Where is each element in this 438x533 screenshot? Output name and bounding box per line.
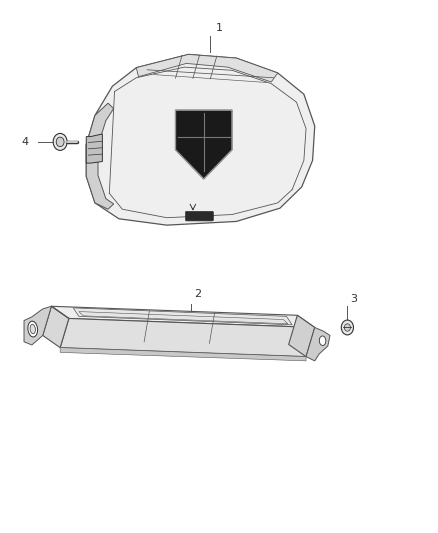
Polygon shape	[176, 110, 232, 179]
Ellipse shape	[28, 321, 38, 337]
Polygon shape	[79, 312, 288, 324]
Circle shape	[344, 324, 350, 331]
Polygon shape	[60, 348, 306, 361]
Text: 1: 1	[215, 23, 223, 33]
Ellipse shape	[319, 336, 326, 345]
Circle shape	[56, 137, 64, 147]
Polygon shape	[60, 318, 315, 357]
Polygon shape	[86, 134, 102, 163]
Polygon shape	[86, 103, 114, 209]
Polygon shape	[289, 316, 315, 357]
Text: 4: 4	[22, 137, 29, 147]
Polygon shape	[86, 54, 315, 225]
Text: 3: 3	[350, 294, 357, 304]
Text: 2: 2	[194, 289, 201, 300]
Polygon shape	[24, 306, 51, 345]
Polygon shape	[73, 308, 292, 325]
Ellipse shape	[30, 325, 35, 334]
Polygon shape	[306, 327, 330, 361]
Polygon shape	[136, 54, 278, 82]
FancyBboxPatch shape	[185, 212, 213, 221]
Circle shape	[341, 320, 353, 335]
Circle shape	[53, 133, 67, 150]
Polygon shape	[51, 306, 315, 327]
Polygon shape	[43, 306, 69, 348]
